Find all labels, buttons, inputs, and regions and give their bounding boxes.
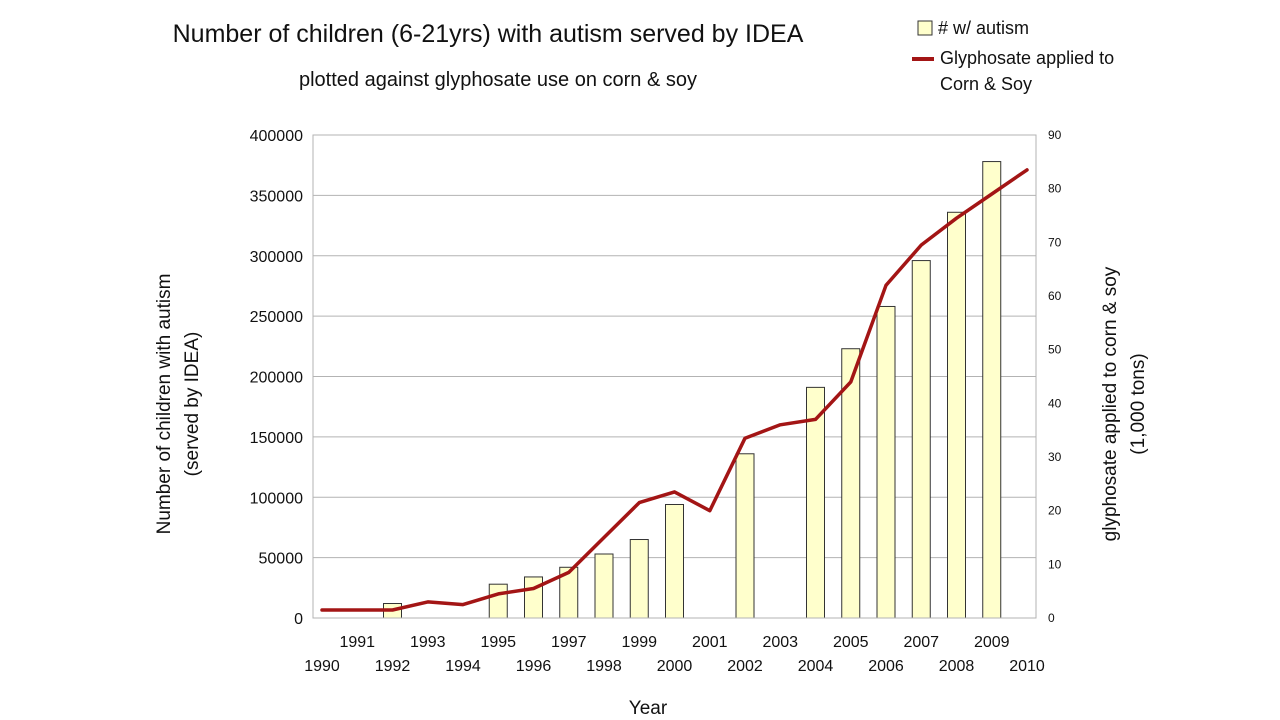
bar [488,583,508,619]
bar [665,503,684,619]
x-axis-title: Year [629,698,668,719]
legend-swatch-autism [917,20,933,36]
x-tick-label: 2009 [974,634,1010,651]
x-tick-label: 2007 [903,634,939,651]
x-tick-label: 2005 [833,634,869,651]
bar [982,161,1002,619]
legend-label-glyphosate-line2: Corn & Soy [940,74,1032,94]
right-tick-label: 60 [1048,289,1062,303]
glyphosate-line [320,168,1029,612]
left-axis-ticks: 0 50000 100000 150000 200000 250000 300000 3500… [250,128,303,628]
x-tick-label: 2003 [762,634,798,651]
bar [911,260,931,619]
x-tick-label: 2006 [868,658,904,675]
bar [629,539,649,619]
left-axis-title-line2: (served by IDEA) [182,332,203,477]
bar [524,576,543,619]
legend-label-glyphosate-line1: Glyphosate applied to [940,48,1114,68]
right-axis-title-line1: glyphosate applied to corn & soy [1100,266,1121,541]
left-tick-label: 50000 [259,551,304,568]
left-tick-label: 200000 [250,370,303,387]
left-tick-label: 150000 [250,430,303,447]
x-tick-label: 1998 [586,658,622,675]
bar [876,305,896,619]
left-tick-label: 300000 [250,249,303,266]
right-axis-ticks: 0 10 20 30 40 50 60 70 80 90 [1048,128,1062,625]
x-tick-label: 2008 [939,658,975,675]
left-tick-label: 400000 [250,128,303,145]
x-tick-label: 2004 [798,658,834,675]
x-tick-label: 2001 [692,634,728,651]
chart-title: Number of children (6-21yrs) with autism… [173,20,804,48]
x-tick-label: 1995 [480,634,516,651]
legend: # w/ autism Glyphosate applied to Corn &… [912,18,1114,94]
bar [735,453,755,619]
x-tick-label: 1999 [621,634,657,651]
right-axis-title-line2: (1,000 tons) [1128,353,1149,454]
x-tick-label: 2010 [1009,658,1045,675]
x-tick-label: 1993 [410,634,446,651]
chart-subtitle: plotted against glyphosate use on corn &… [299,69,697,91]
right-tick-label: 30 [1048,450,1062,464]
right-tick-label: 90 [1048,128,1062,142]
right-tick-label: 40 [1048,396,1062,410]
bar [947,211,966,619]
left-tick-label: 350000 [250,188,303,205]
plot-area-frame [312,134,1037,619]
x-tick-label: 2002 [727,658,763,675]
bar [594,553,614,619]
left-tick-label: 100000 [250,490,303,507]
right-tick-label: 50 [1048,343,1062,357]
legend-label-autism: # w/ autism [938,18,1029,38]
right-tick-label: 80 [1048,182,1062,196]
right-tick-label: 70 [1048,235,1062,249]
bar-series [383,161,1002,619]
x-tick-label: 1996 [516,658,552,675]
x-tick-label: 1997 [551,634,587,651]
line-series [320,168,1029,612]
left-tick-label: 250000 [250,309,303,326]
x-axis-ticks: 1990 1992 1994 1996 1998 2000 2002 2004 2006 2008… [304,634,1045,675]
x-tick-label: 1992 [375,658,411,675]
left-tick-label: 0 [294,611,303,628]
left-axis-title-line1: Number of children with autism [154,274,175,535]
x-tick-label: 1991 [339,634,375,651]
x-tick-label: 1990 [304,658,340,675]
right-tick-label: 0 [1048,611,1055,625]
right-tick-label: 10 [1048,557,1062,571]
x-tick-label: 1994 [445,658,481,675]
x-tick-label: 2000 [657,658,693,675]
right-tick-label: 20 [1048,504,1062,518]
